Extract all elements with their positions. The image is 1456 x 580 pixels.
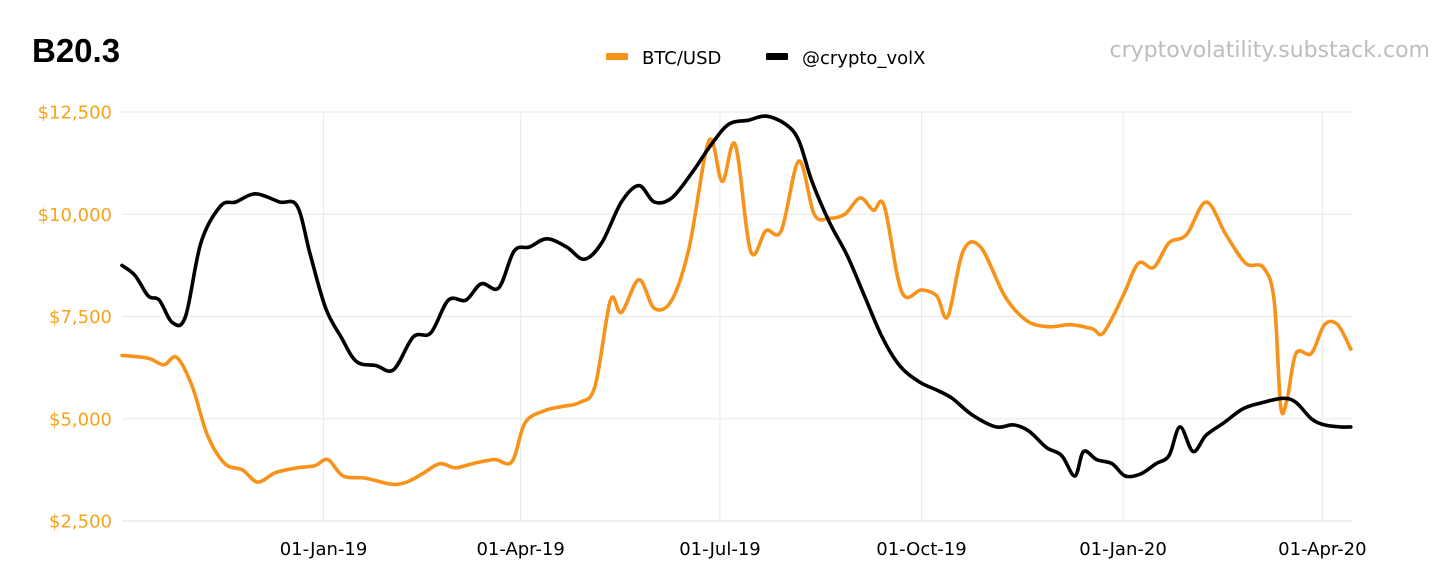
x-tick-label-3: 01-Oct-19 — [876, 539, 966, 560]
legend-swatch-volx — [766, 53, 788, 60]
y-axis: $2,500 $5,000 $7,500 $10,000 $12,500 — [38, 103, 112, 533]
y-tick-label-0: $2,500 — [49, 512, 112, 533]
legend-swatch-btc — [606, 53, 628, 60]
chart-title: B20.3 — [32, 32, 120, 69]
x-tick-label-2: 01-Jul-19 — [679, 539, 761, 560]
legend-label-btc: BTC/USD — [642, 48, 721, 69]
source-label: cryptovolatility.substack.com — [1109, 38, 1430, 63]
y-tick-label-1: $5,000 — [49, 409, 112, 430]
y-tick-label-2: $7,500 — [49, 307, 112, 328]
x-tick-label-5: 01-Apr-20 — [1278, 539, 1366, 560]
legend: BTC/USD @crypto_volX — [606, 48, 925, 69]
x-tick-label-0: 01-Jan-19 — [280, 539, 368, 560]
series-line-btc-usd — [120, 137, 1353, 487]
y-tick-label-3: $10,000 — [38, 205, 112, 226]
series-line-crypto-volx — [120, 114, 1353, 479]
y-tick-label-4: $12,500 — [38, 103, 112, 124]
gridlines — [122, 111, 1353, 522]
x-axis: 01-Jan-19 01-Apr-19 01-Jul-19 01-Oct-19 01-J… — [280, 539, 1367, 560]
x-tick-label-1: 01-Apr-19 — [476, 539, 564, 560]
legend-label-volx: @crypto_volX — [802, 48, 925, 69]
x-tick-label-4: 01-Jan-20 — [1079, 539, 1167, 560]
plot-area — [120, 114, 1353, 487]
